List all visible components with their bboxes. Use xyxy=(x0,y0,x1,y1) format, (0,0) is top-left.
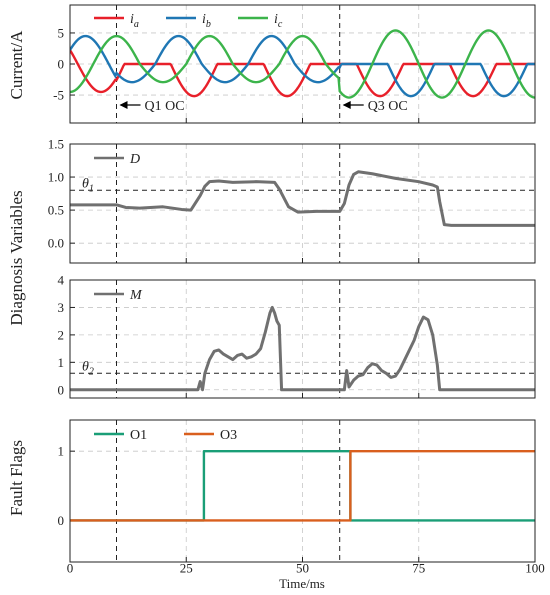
event-arrow-head xyxy=(342,101,351,109)
plot-frame xyxy=(69,279,536,399)
event-label: Q1 OC xyxy=(145,99,185,114)
y-tick-label: 1.0 xyxy=(48,170,64,185)
y-tick-label: 5 xyxy=(58,25,65,40)
series-line-ic xyxy=(70,29,535,99)
legend-label: ib xyxy=(202,12,211,30)
legend-label: M xyxy=(129,288,143,303)
legend-label: O1 xyxy=(130,428,147,443)
plot-frame xyxy=(69,419,536,563)
plot-frame xyxy=(69,4,536,124)
y-tick-label: 0.0 xyxy=(48,236,64,251)
y-tick-label: 3 xyxy=(58,300,65,315)
plot-frame xyxy=(69,143,536,264)
legend-label: O3 xyxy=(220,428,237,443)
x-tick-label: 50 xyxy=(296,561,309,576)
event-arrow-head xyxy=(119,101,128,109)
y-tick-label: 1.5 xyxy=(48,137,64,152)
legend-label: ic xyxy=(274,12,283,30)
y-tick-label: 0 xyxy=(58,57,65,72)
y-axis-label-fault-flags: Fault Flags xyxy=(7,440,26,516)
panel-fault-flags: Fault Flags 0 1 O1 O3 xyxy=(7,419,536,563)
y-axis-label-current: Current/A xyxy=(7,30,26,100)
series-line-d xyxy=(70,170,535,227)
x-tick-label: 0 xyxy=(67,561,74,576)
y-tick-label: 1 xyxy=(58,355,65,370)
series-line-o3 xyxy=(70,449,535,522)
legend-label: ia xyxy=(130,12,139,30)
y-tick-label: 0 xyxy=(58,382,65,397)
y-tick-label: 4 xyxy=(58,273,65,288)
legend-label: D xyxy=(129,152,140,167)
event-label: Q3 OC xyxy=(368,99,408,114)
y-tick-label: -5 xyxy=(53,88,64,103)
y-tick-label: 2 xyxy=(58,327,65,342)
y-axis-label-diagnosis: Diagnosis Variables xyxy=(7,190,26,325)
x-tick-label: 25 xyxy=(180,561,193,576)
panel-diagnosis-d: 0.0 0.5 1.0 1.5 θ1 D xyxy=(48,137,536,264)
y-tick-label: 0 xyxy=(58,513,65,528)
x-axis-label: Time/ms xyxy=(279,576,325,591)
threshold-label: θ1 xyxy=(82,176,94,194)
series-line-m xyxy=(70,305,535,392)
panel-current: Current/A -5 0 5 Q1 OC Q3 OC ia ib ic xyxy=(7,4,536,124)
x-axis: Time/ms 0 25 50 75 100 xyxy=(67,561,545,591)
x-tick-label: 100 xyxy=(525,561,545,576)
y-tick-label: 0.5 xyxy=(48,203,64,218)
x-tick-label: 75 xyxy=(412,561,425,576)
threshold-label: θ2 xyxy=(82,359,94,377)
panel-diagnosis-m: 0 1 2 3 4 θ2 M xyxy=(58,273,536,399)
y-tick-label: 1 xyxy=(58,444,65,459)
